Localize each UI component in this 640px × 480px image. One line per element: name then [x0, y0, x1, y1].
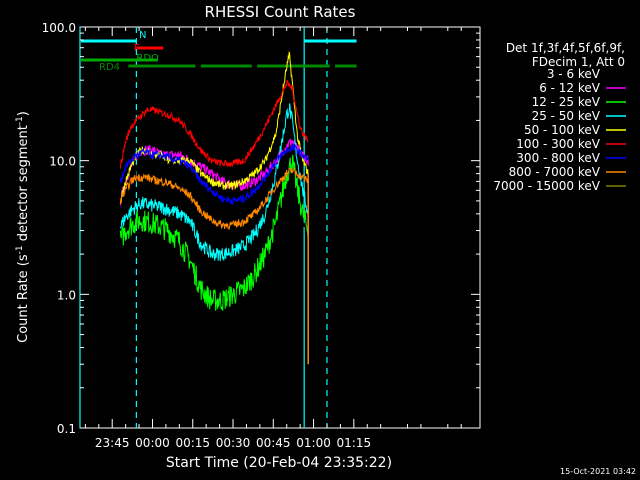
legend-label: 50 - 100 keV: [524, 123, 601, 137]
legend-header-1: Det 1f,3f,4f,5f,6f,9f,: [506, 41, 625, 55]
series-line: [119, 154, 309, 311]
flag-label: RD4: [99, 62, 120, 73]
x-axis-label: Start Time (20-Feb-04 23:35:22): [166, 455, 392, 471]
series-line: [119, 166, 309, 231]
legend-label: 7000 - 15000 keV: [493, 179, 600, 193]
chart-title: RHESSI Count Rates: [205, 3, 356, 21]
plot-border: [79, 26, 481, 429]
y-axis-label-end: ): [16, 111, 31, 116]
legend-label: 6 - 12 keV: [539, 81, 601, 95]
legend-label: 300 - 800 keV: [516, 151, 600, 165]
y-tick-label: 100.0: [42, 21, 76, 35]
legend-label: 100 - 300 keV: [516, 137, 600, 151]
series-line: [119, 79, 309, 169]
y-axis-label-start: Count Rate (s: [16, 254, 31, 343]
series-line: [119, 103, 309, 262]
legend-label: 12 - 25 keV: [532, 95, 601, 109]
y-axis-label-sup2: -1: [15, 116, 25, 125]
legend-header-2: FDecim 1, Att 0: [532, 55, 625, 69]
x-tick-label: 01:15: [337, 436, 372, 450]
plot-area: [79, 26, 481, 429]
flag-label: F: [134, 43, 140, 54]
legend-label: 25 - 50 keV: [532, 109, 601, 123]
x-tick-label: 23:45: [95, 436, 130, 450]
footer-timestamp: 15-Oct-2021 03:42: [560, 467, 636, 476]
y-axis-label: Count Rate (s-1 detector segment-1): [15, 111, 31, 343]
y-tick-label: 0.1: [57, 422, 76, 436]
legend: Det 1f,3f,4f,5f,6f,9f, FDecim 1, Att 0 3…: [493, 41, 626, 193]
flag-label: N: [139, 30, 146, 41]
x-axis-ticks: 23:45 00:00 00:15 00:30 00:45 01:00 01:15: [84, 27, 462, 450]
y-axis-label-sup1: -1: [15, 245, 25, 254]
x-tick-label: 00:45: [256, 436, 291, 450]
legend-label: 3 - 6 keV: [547, 67, 601, 81]
legend-label: 800 - 7000 keV: [509, 165, 601, 179]
flag-label: RDO: [136, 53, 159, 64]
y-tick-label: 10.0: [49, 155, 76, 169]
series-line: [119, 143, 309, 206]
x-tick-label: 00:15: [175, 436, 210, 450]
y-tick-label: 1.0: [57, 288, 76, 302]
series-lines: [119, 51, 309, 365]
y-axis-ticks: 100.0 10.0 1.0 0.1: [42, 21, 480, 436]
x-tick-label: 00:30: [216, 436, 251, 450]
vertical-markers: [79, 27, 328, 428]
x-tick-label: 01:00: [296, 436, 331, 450]
x-tick-label: 00:00: [135, 436, 170, 450]
y-axis-label-mid: detector segment: [16, 125, 31, 245]
series-line: [119, 51, 309, 204]
